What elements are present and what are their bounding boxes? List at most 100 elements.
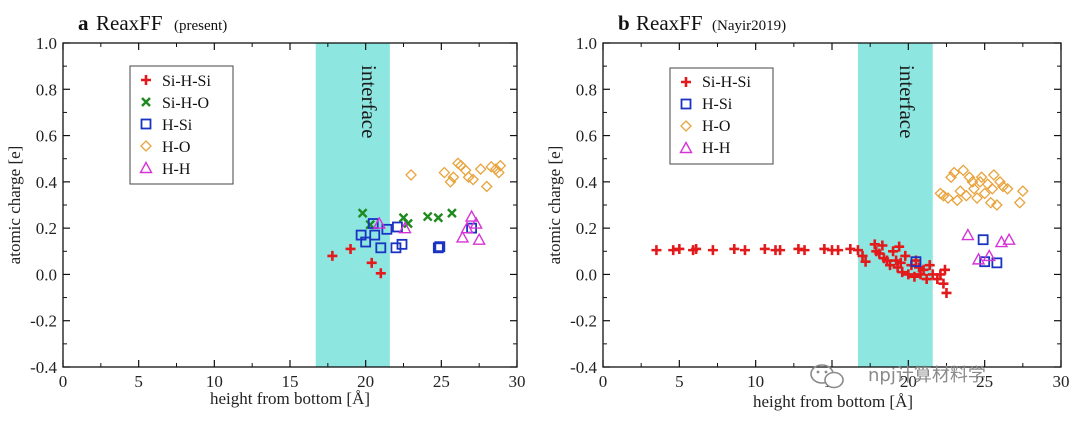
panel-b-point-si-h-si [833, 245, 844, 256]
panel-a-ytick-label: 0.8 [36, 80, 57, 99]
panel-a-legend-marker-si-h-o [141, 97, 151, 107]
panel-b-point-si-h-si [888, 246, 899, 257]
panel-b-legend-marker-h-si [680, 98, 692, 110]
panel-a-ylabel: atomic charge [e] [5, 146, 24, 265]
panel-a-point-h-si [434, 241, 446, 253]
panel-b-legend-marker-h-o [680, 120, 692, 132]
panel-b-point-si-h-si [691, 243, 702, 254]
panel-a: 0 5 10 15 20 25 30 -0.4 -0.2 0.0 0.2 0.4 0.6 0.8 1.0 a… [5, 11, 526, 408]
panel-b-point-h-h [961, 228, 975, 241]
panel-b-legend-label: H-Si [702, 96, 733, 113]
panel-b-point-h-o [954, 185, 967, 198]
panel-b-point-h-o [1013, 196, 1026, 209]
panel-a-point-h-si [369, 229, 381, 241]
panel-b-point-h-si [979, 256, 991, 268]
panel-b-point-si-h-si [918, 264, 929, 275]
panel-a-series-h-o [405, 157, 507, 193]
panel-b-title-sub: (Nayir2019) [712, 18, 786, 34]
panel-b-point-si-h-si [739, 245, 750, 256]
panel-a-legend-label: H-Si [162, 117, 193, 134]
panel-b-point-si-h-si [860, 256, 871, 267]
panel-a-point-h-si [390, 242, 402, 254]
panel-a-legend-marker-h-o [140, 140, 152, 152]
panel-a-point-h-o [474, 163, 487, 176]
panel-a-ytick-label: 0.6 [36, 127, 57, 146]
panel-b-point-si-h-si [674, 243, 685, 254]
panel-b-ytick-label: 0.0 [576, 265, 597, 284]
panel-a-point-h-si [375, 242, 387, 254]
panel-b-series-h-o [934, 164, 1029, 211]
panel-b-point-h-h [982, 248, 996, 262]
panel-b-point-si-h-si [877, 240, 888, 251]
watermark: npj计算材料学 [810, 364, 986, 389]
panel-b-legend-label: H-H [702, 140, 731, 157]
panel-b-ytick-label: 1.0 [576, 34, 597, 53]
panel-a-point-si-h-o [447, 208, 457, 218]
panel-a-xtick-label: 30 [509, 372, 526, 391]
panel-a-point-h-si [396, 238, 408, 250]
wechat-icon [810, 364, 844, 389]
panel-a-xlabel: height from bottom [Å] [210, 389, 370, 408]
panel-b-ytick-label: 0.8 [576, 80, 597, 99]
panel-b-point-si-h-si [799, 245, 810, 256]
panel-b-ytick-label: -0.2 [570, 312, 597, 331]
panel-a-point-si-h-si [375, 268, 386, 279]
panel-b-letter: b [618, 11, 630, 35]
panel-b-series-h-h [961, 228, 1016, 265]
panel-a-interface-band [315, 43, 390, 367]
panel-b-point-si-h-si [775, 245, 786, 256]
panel-b-point-h-o [987, 168, 1000, 181]
panel-a-title-sub: (present) [174, 18, 227, 34]
panel-b-legend: Si-H-Si H-Si H-O H-H [669, 67, 774, 165]
panel-b-ytick-label: 0.2 [576, 219, 597, 238]
panel-b-point-h-o [951, 194, 964, 207]
panel-a-point-h-o [405, 168, 417, 181]
panel-a-point-si-h-si [327, 250, 338, 261]
panel-b-point-si-h-si [924, 260, 935, 271]
panel-b-point-si-h-si [909, 271, 920, 282]
panel-b-point-h-o [968, 182, 980, 195]
panel-b-series-si-h-si [651, 239, 952, 298]
panel-b-point-si-h-si [885, 260, 896, 271]
panel-a-xtick-label: 25 [433, 372, 450, 391]
panel-b-legend-label: Si-H-Si [702, 74, 751, 91]
panel-a-point-si-h-o [433, 212, 444, 223]
panel-a-ytick-label: 0.4 [36, 173, 58, 192]
panel-a-ytick-label: -0.4 [30, 358, 57, 377]
panel-b-ytick-label: 0.6 [576, 127, 597, 146]
panel-b-xtick-label: 30 [1053, 372, 1070, 391]
panel-a-title: ReaxFF [96, 11, 163, 35]
panel-b-point-si-h-si [857, 250, 868, 261]
panel-a-xtick-label: 5 [134, 372, 143, 391]
panel-a-xtick-label: 15 [282, 372, 299, 391]
panel-b-xtick-label: 5 [675, 372, 684, 391]
panel-a-point-h-h [398, 221, 412, 234]
panel-a-interface-label: interface [357, 65, 381, 138]
panel-a-point-si-h-si [366, 257, 377, 268]
panel-b-point-h-o [994, 175, 1006, 188]
panel-a-ytick-label: 1.0 [36, 34, 57, 53]
panel-a-point-h-si [381, 223, 393, 235]
panel-b-xlabel: height from bottom [Å] [753, 392, 913, 411]
panel-b-point-si-h-si [729, 243, 740, 254]
panel-b-legend-label: H-O [702, 118, 730, 135]
panel-b-point-h-h [1002, 232, 1016, 245]
panel-b-point-si-h-si [900, 250, 911, 261]
panel-b-point-h-si [991, 257, 1003, 269]
panel-a-point-h-h [460, 221, 474, 234]
panel-a-series-si-h-si [327, 243, 386, 279]
panel-b-point-h-o [1001, 182, 1014, 195]
panel-b-point-h-h [994, 235, 1009, 248]
panel-b-interface-label: interface [895, 65, 919, 138]
panel-b-point-h-o [942, 192, 954, 204]
panel-a-xtick-label: 10 [206, 372, 223, 391]
panel-a-xtick-label: 20 [357, 372, 374, 391]
panel-b-ylabel: atomic charge [e] [545, 146, 564, 265]
panel-b-point-h-si [910, 256, 922, 268]
panel-a-point-h-si [360, 236, 372, 248]
panel-a-letter: a [78, 11, 89, 35]
panel-b-point-h-o [963, 171, 976, 184]
panel-a-point-h-h [469, 216, 483, 229]
